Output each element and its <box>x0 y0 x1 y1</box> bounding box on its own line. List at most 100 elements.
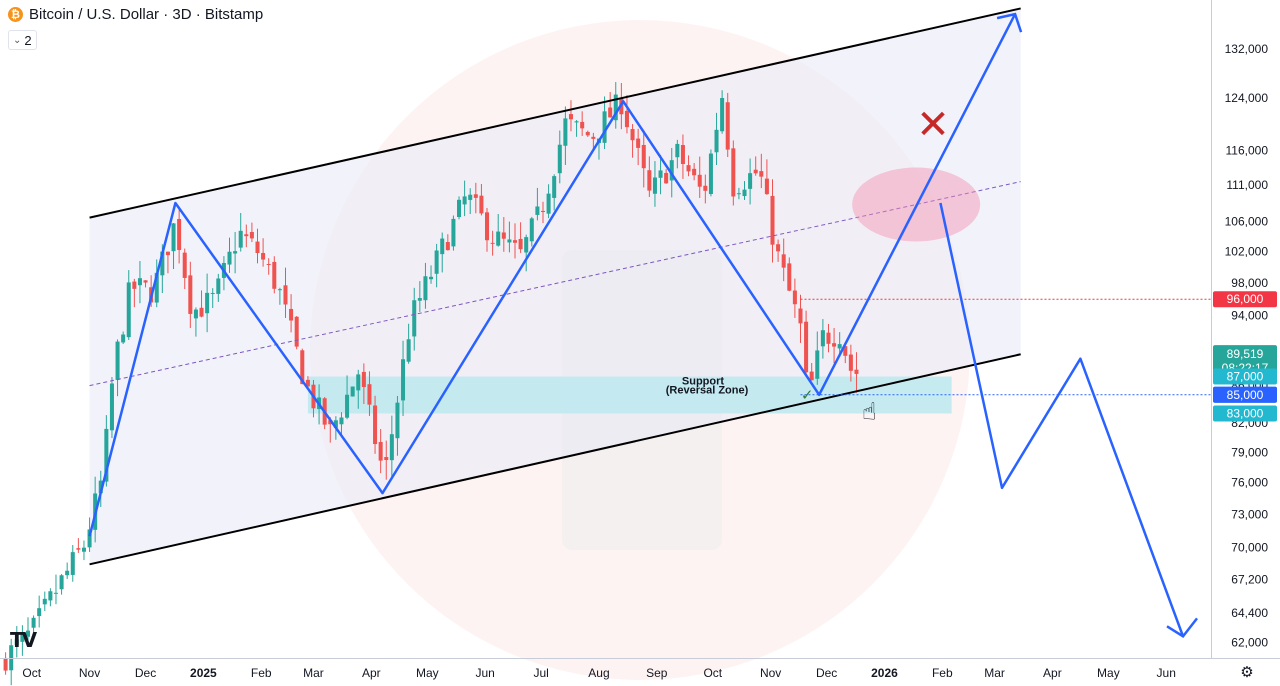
symbol-title[interactable]: Bitcoin / U.S. Dollar · 3D · Bitstamp <box>29 6 264 23</box>
y-tick-label: 76,000 <box>1231 476 1268 490</box>
candle-body <box>473 194 478 198</box>
candle-body <box>484 212 490 241</box>
candle-body <box>524 237 529 253</box>
candle-body <box>540 210 546 213</box>
candle-body <box>630 129 635 141</box>
y-tick-label: 62,000 <box>1231 636 1268 650</box>
zone-top-badge: 87,000 <box>1213 368 1277 385</box>
invalid-cross-marker: ✕ <box>916 102 950 148</box>
candle-body <box>624 110 629 128</box>
candle-body <box>59 575 64 590</box>
candle-body <box>568 114 573 120</box>
candle-body <box>98 480 103 494</box>
candle-body <box>266 264 271 266</box>
zone-mid-badge-bg <box>1213 386 1277 403</box>
candle-body <box>826 332 831 344</box>
candle-body <box>126 282 131 338</box>
candle-body <box>820 330 825 347</box>
candle-body <box>809 371 814 381</box>
candle-body <box>675 143 680 158</box>
candle-body <box>143 280 148 283</box>
x-tick-label: Jun <box>475 666 494 680</box>
candle-body <box>496 231 501 246</box>
candle-body <box>753 169 758 174</box>
candle-body <box>367 384 372 405</box>
candle-body <box>31 617 36 628</box>
candle-body <box>255 241 260 254</box>
candle-body <box>48 591 53 601</box>
candle-body <box>440 238 445 255</box>
candle-body <box>613 94 618 121</box>
candle-body <box>37 608 42 617</box>
candle-body <box>518 238 523 250</box>
channel-lower-line <box>89 353 1021 566</box>
candle-body <box>457 199 462 217</box>
candle-body <box>434 250 439 274</box>
candle-body <box>283 285 288 305</box>
bitcoin-logo-icon: ₿ <box>8 7 23 22</box>
channel-fill <box>89 8 1021 565</box>
support-zone-label: Support <box>682 376 724 388</box>
y-tick-label: 64,400 <box>1231 606 1268 620</box>
candle-body <box>423 276 428 301</box>
candle-body <box>664 172 669 184</box>
candle-body <box>171 223 176 252</box>
candle-body <box>703 185 708 191</box>
candle-body <box>512 240 518 243</box>
y-tick-label: 94,000 <box>1231 309 1268 323</box>
tradingview-logo-icon: TV <box>10 628 37 652</box>
candle-body <box>121 334 126 343</box>
candle-body <box>686 165 691 172</box>
x-tick-label: Dec <box>816 666 837 680</box>
candle-body <box>233 251 238 254</box>
candle-body <box>333 420 338 428</box>
candle-body <box>339 417 344 425</box>
candle-body <box>580 121 585 129</box>
support-zone-sublabel: (Reversal Zone) <box>666 384 749 396</box>
candle-body <box>445 242 450 251</box>
candle-body <box>602 111 607 143</box>
candle-body <box>608 107 613 118</box>
candle-body <box>294 316 299 347</box>
candle-body <box>692 168 697 176</box>
indicator-toggle[interactable]: ⌄ 2 <box>8 30 37 50</box>
x-tick-label: Jul <box>533 666 548 680</box>
chevron-down-icon: ⌄ <box>13 34 22 46</box>
x-tick-label: Feb <box>251 666 272 680</box>
gear-icon[interactable]: ⚙ <box>1240 663 1254 681</box>
candle-body <box>109 383 114 431</box>
x-tick-label: Oct <box>703 666 722 680</box>
candle-body <box>53 592 58 594</box>
candle-body <box>529 218 534 242</box>
chart-header: ₿ Bitcoin / U.S. Dollar · 3D · Bitstamp <box>8 6 263 23</box>
x-tick-label: Jun <box>1157 666 1176 680</box>
candle-body <box>401 359 406 401</box>
candle-body <box>328 420 333 425</box>
candle-body <box>373 405 378 445</box>
candle-body <box>563 118 568 146</box>
candle-body <box>501 232 506 239</box>
x-tick-label: Oct <box>22 666 41 680</box>
candle-body <box>776 244 781 252</box>
candle-body <box>272 261 277 289</box>
candle-body <box>731 148 736 197</box>
candle-body <box>714 129 719 153</box>
candle-body <box>132 281 137 289</box>
candle-body <box>641 144 646 169</box>
candle-body <box>261 252 266 260</box>
candle-body <box>406 339 411 362</box>
candle-body <box>781 254 786 268</box>
candle-body <box>798 308 803 324</box>
y-tick-label: 102,000 <box>1225 245 1269 259</box>
candle-body <box>25 630 31 637</box>
candle-body <box>165 251 170 256</box>
candle-body <box>720 98 725 132</box>
x-tick-label: Mar <box>984 666 1005 680</box>
bearish-projection <box>939 202 1185 637</box>
candle-body <box>182 252 187 278</box>
candle-body <box>787 263 792 291</box>
candle-body <box>742 189 747 197</box>
